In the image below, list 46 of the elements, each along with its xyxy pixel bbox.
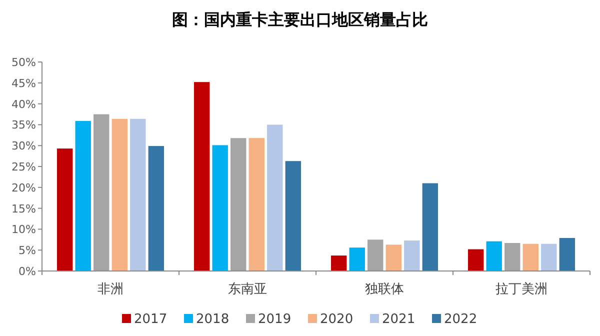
- y-tick-label: 20%: [12, 181, 36, 194]
- y-tick-label: 5%: [18, 244, 36, 258]
- x-tick-label: 拉丁美洲: [496, 281, 548, 297]
- bar: [486, 241, 502, 271]
- bar: [94, 114, 110, 271]
- legend-label: 2022: [444, 312, 478, 327]
- bar: [230, 138, 246, 271]
- legend-label: 2019: [258, 312, 292, 327]
- bar: [248, 138, 264, 271]
- bar: [468, 249, 484, 271]
- legend-label: 2017: [134, 312, 168, 327]
- bar: [56, 148, 73, 271]
- bar: [504, 242, 520, 271]
- chart-title: 图：国内重卡主要出口地区销量占比: [172, 10, 428, 29]
- y-tick-label: 40%: [12, 98, 36, 111]
- legend-label: 2018: [196, 312, 230, 327]
- bar: [75, 120, 91, 271]
- y-tick-label: 35%: [12, 118, 36, 132]
- bar: [368, 240, 384, 271]
- bar: [267, 124, 283, 271]
- bar: [522, 244, 538, 271]
- bar: [194, 82, 210, 271]
- y-tick-label: 15%: [12, 202, 36, 216]
- x-tick-label: 非洲: [98, 282, 124, 297]
- bar: [386, 244, 402, 271]
- y-tick-label: 10%: [12, 223, 36, 236]
- x-tick-label: 独联体: [365, 282, 404, 297]
- y-tick-label: 50%: [12, 56, 36, 69]
- bar: [148, 146, 164, 271]
- bar: [559, 238, 576, 271]
- bar: [330, 256, 347, 271]
- y-tick-label: 45%: [12, 76, 36, 90]
- y-tick-label: 0%: [18, 265, 36, 278]
- bar: [422, 183, 438, 271]
- bar: [541, 244, 557, 271]
- legend-label: 2020: [320, 312, 354, 327]
- bar: [112, 118, 128, 271]
- y-tick-label: 25%: [12, 160, 36, 174]
- y-tick-label: 30%: [12, 140, 36, 153]
- x-tick-label: 东南亚: [228, 282, 267, 297]
- legend-label: 2021: [382, 312, 416, 327]
- bar: [404, 240, 420, 271]
- bar: [349, 248, 365, 271]
- bar: [285, 161, 302, 271]
- bar: [212, 145, 228, 271]
- bar: [130, 118, 146, 271]
